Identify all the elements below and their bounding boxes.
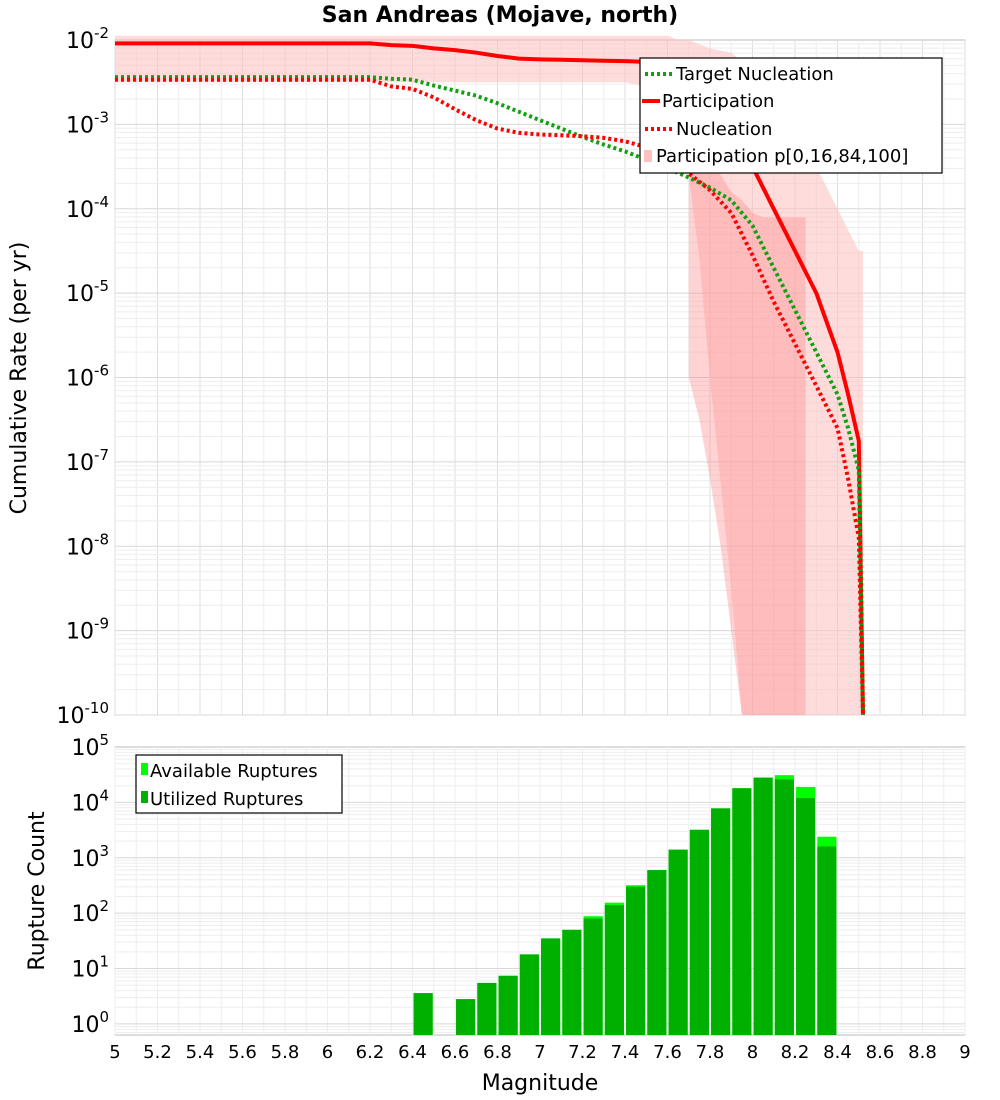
x-tick-label: 5.2 [143, 1042, 172, 1063]
x-tick-label: 6 [322, 1042, 333, 1063]
utilized-rupture-bar [519, 954, 539, 1035]
top-y-tick-label: 10-4 [66, 193, 109, 223]
top-y-tick-label: 10-3 [66, 108, 109, 138]
utilized-rupture-bar [604, 905, 624, 1035]
utilized-rupture-bar [498, 975, 518, 1035]
rate-lines [115, 41, 865, 716]
participation-band-1 [688, 132, 806, 716]
top-y-tick-label: 10-6 [66, 362, 109, 392]
x-tick-label: 7.4 [611, 1042, 640, 1063]
utilized-rupture-bar [689, 829, 709, 1035]
utilized-rupture-bar [583, 918, 603, 1035]
top-y-axis-label: Cumulative Rate (per yr) [7, 242, 32, 515]
x-tick-label: 7 [534, 1042, 545, 1063]
legend-nucleation-label: Nucleation [676, 119, 772, 140]
top-legend-box [639, 57, 943, 174]
series-line-nucleation [115, 77, 865, 716]
top-y-tick-label: 10-7 [66, 446, 109, 476]
legend-target-nucleation-label: Target Nucleation [675, 64, 834, 85]
top-y-tick-label: 10-8 [66, 530, 109, 560]
top-y-tick-label: 10-5 [66, 277, 109, 307]
cumulative-rate-panel: 10-2 10-3 10-4 10-5 10-6 10-7 10-8 10-9 10-10 Cu… [7, 24, 966, 729]
utilized-rupture-bar [541, 938, 561, 1035]
rupture-count-panel: 105 104 103 102 101 100 5 5.2 5.4 5.6 5.8 6 6.2 6.4 6… [25, 731, 971, 1096]
bottom-y-axis-label: Rupture Count [25, 811, 50, 971]
x-tick-label: 6.6 [441, 1042, 470, 1063]
x-tick-label: 7.2 [568, 1042, 597, 1063]
x-axis-label: Magnitude [482, 1071, 599, 1096]
utilized-rupture-bar [774, 779, 794, 1035]
utilized-rupture-bar [817, 846, 837, 1035]
utilized-rupture-bar [796, 797, 816, 1035]
chart-title: San Andreas (Mojave, north) [322, 3, 678, 28]
top-y-tick-label: 10-10 [57, 699, 110, 729]
x-tick-label: 7.8 [696, 1042, 725, 1063]
bottom-y-tick-label: 104 [71, 786, 109, 816]
top-y-tick-labels: 10-2 10-3 10-4 10-5 10-6 10-7 10-8 10-9 10-10 [57, 24, 110, 729]
legend-utilized-label: Utilized Ruptures [150, 789, 303, 810]
x-tick-label: 8.6 [866, 1042, 895, 1063]
x-tick-label: 5.6 [228, 1042, 257, 1063]
participation-band-0 [115, 35, 863, 716]
utilized-rupture-bar [753, 777, 773, 1035]
x-tick-label: 8 [747, 1042, 758, 1063]
utilized-rupture-bar [477, 982, 497, 1035]
x-tick-labels: 5 5.2 5.4 5.6 5.8 6 6.2 6.4 6.6 6.8 7 7.2 7.4 7.6 7.8 8… [109, 1042, 970, 1063]
utilized-rupture-bar [711, 808, 731, 1035]
rupture-count-bars [413, 775, 837, 1035]
x-tick-label: 7.6 [653, 1042, 682, 1063]
x-tick-label: 5.8 [271, 1042, 300, 1063]
utilized-rupture-bar [413, 993, 433, 1035]
utilized-rupture-bar [626, 886, 646, 1035]
x-tick-label: 9 [959, 1042, 970, 1063]
bottom-legend-box [135, 754, 343, 814]
bottom-y-tick-label: 100 [71, 1008, 109, 1038]
x-tick-label: 5 [109, 1042, 120, 1063]
bottom-y-tick-labels: 105 104 103 102 101 100 [71, 731, 109, 1038]
legend-participation-label: Participation [662, 91, 774, 112]
bottom-y-tick-label: 101 [71, 953, 109, 983]
top-legend: Target Nucleation Participation Nucleati… [639, 57, 943, 174]
x-tick-label: 6.2 [356, 1042, 385, 1063]
x-tick-label: 8.2 [781, 1042, 810, 1063]
utilized-rupture-bar [456, 999, 476, 1035]
bottom-legend: Available Ruptures Utilized Ruptures [135, 754, 343, 814]
utilized-rupture-bar [668, 849, 688, 1035]
x-tick-label: 8.4 [823, 1042, 852, 1063]
bottom-y-tick-label: 105 [71, 731, 109, 761]
legend-participation-band-swatch [644, 150, 652, 162]
top-y-tick-label: 10-9 [66, 615, 109, 645]
participation-fractile-bands [115, 35, 863, 716]
x-tick-label: 6.4 [398, 1042, 427, 1063]
x-tick-label: 5.4 [186, 1042, 215, 1063]
utilized-rupture-bar [647, 870, 667, 1035]
bottom-y-tick-label: 102 [71, 897, 109, 927]
x-tick-label: 8.8 [908, 1042, 937, 1063]
top-y-tick-label: 10-2 [66, 24, 109, 54]
utilized-rupture-bar [732, 788, 752, 1035]
legend-available-label: Available Ruptures [150, 761, 318, 782]
legend-participation-band-label: Participation p[0,16,84,100] [656, 146, 908, 167]
series-line-target-nucleation [115, 75, 865, 716]
bottom-y-tick-label: 103 [71, 842, 109, 872]
x-tick-label: 6.8 [483, 1042, 512, 1063]
utilized-rupture-bar [562, 929, 582, 1035]
legend-available-swatch [141, 763, 148, 775]
series-line-participation [115, 41, 865, 716]
legend-utilized-swatch [141, 791, 148, 803]
